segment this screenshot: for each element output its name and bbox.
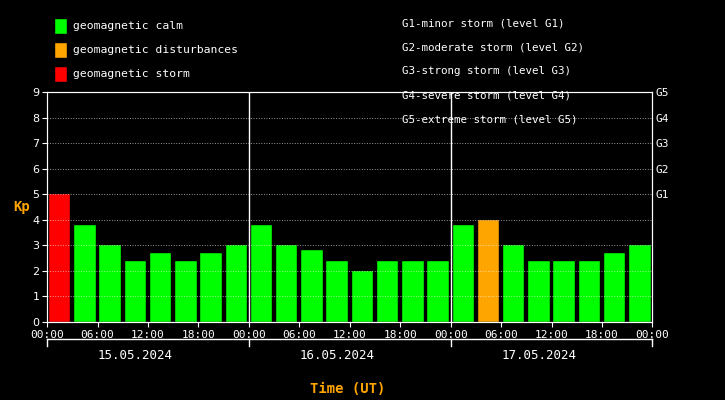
Bar [302,250,323,322]
Bar [377,261,398,322]
Bar [529,261,550,322]
Text: geomagnetic calm: geomagnetic calm [73,21,183,31]
Bar [326,261,348,322]
Bar [125,261,146,322]
Text: Time (UT): Time (UT) [310,382,386,396]
Bar [478,220,500,322]
Bar [49,194,70,322]
Text: G2-moderate storm (level G2): G2-moderate storm (level G2) [402,42,584,52]
Bar [225,245,247,322]
Text: geomagnetic storm: geomagnetic storm [73,69,190,79]
Bar [579,261,600,322]
Bar [276,245,297,322]
Bar [74,225,96,322]
Bar [629,245,650,322]
Bar [402,261,423,322]
Bar [175,261,196,322]
Text: G1-minor storm (level G1): G1-minor storm (level G1) [402,18,565,28]
Bar [99,245,121,322]
Bar [150,253,171,322]
Text: G4-severe storm (level G4): G4-severe storm (level G4) [402,90,571,100]
Text: G3-strong storm (level G3): G3-strong storm (level G3) [402,66,571,76]
Bar [604,253,626,322]
Text: 17.05.2024: 17.05.2024 [502,349,576,362]
Text: geomagnetic disturbances: geomagnetic disturbances [73,45,239,55]
Text: G5-extreme storm (level G5): G5-extreme storm (level G5) [402,114,578,124]
Bar [427,261,449,322]
Bar [503,245,524,322]
Bar [200,253,222,322]
Text: 15.05.2024: 15.05.2024 [98,349,173,362]
Bar [352,271,373,322]
Bar [553,261,575,322]
Y-axis label: Kp: Kp [13,200,30,214]
Bar [251,225,273,322]
Bar [452,225,474,322]
Text: 16.05.2024: 16.05.2024 [299,349,375,362]
